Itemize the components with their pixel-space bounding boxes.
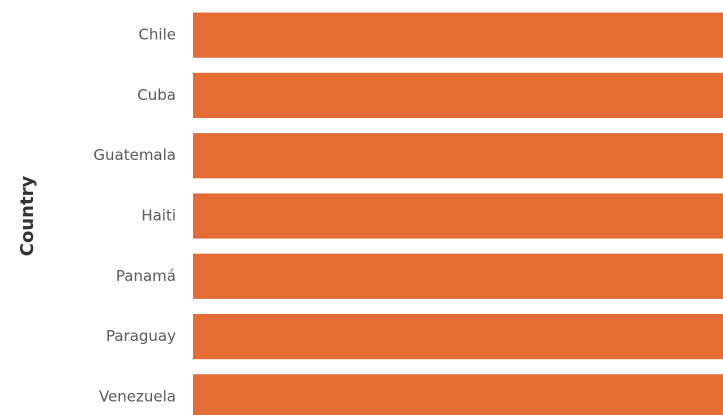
y-tick-label: Cuba [137, 86, 176, 104]
bar [193, 193, 723, 239]
y-tick-label: Panamá [116, 267, 176, 285]
y-tick-label: Venezuela [99, 387, 176, 405]
y-tick-label: Chile [138, 26, 176, 44]
bar [193, 12, 723, 58]
bar [193, 253, 723, 299]
bar [193, 133, 723, 179]
y-tick-label: Paraguay [106, 327, 176, 345]
y-tick-label: Haiti [141, 207, 176, 225]
y-axis-title: Country [17, 176, 38, 257]
bar [193, 374, 723, 415]
bar [193, 72, 723, 119]
bar [193, 313, 723, 360]
y-tick-label: Guatemala [93, 146, 176, 164]
